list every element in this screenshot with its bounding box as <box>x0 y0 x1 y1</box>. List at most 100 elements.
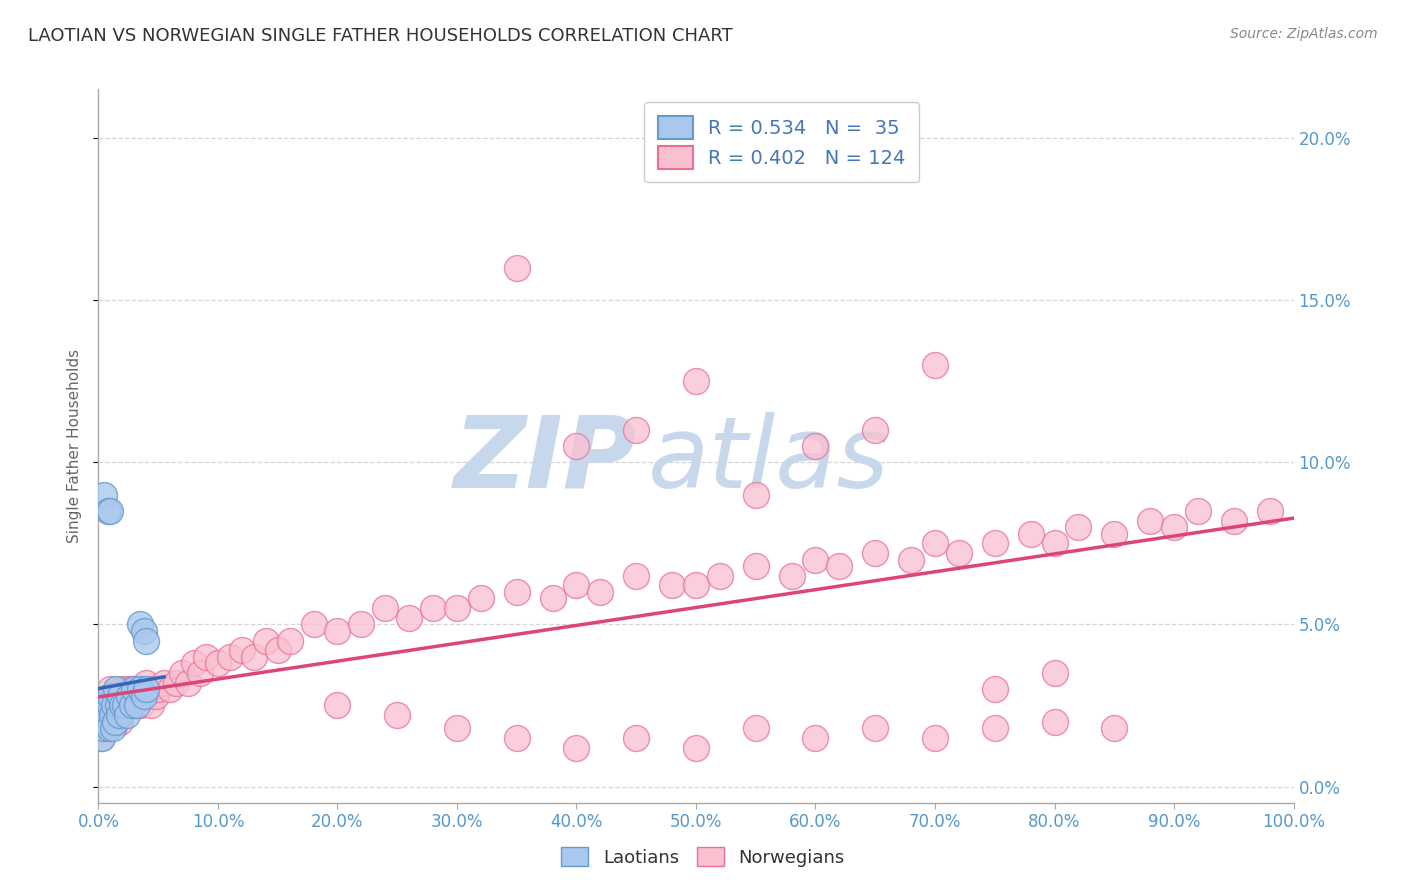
Point <box>125 689 148 703</box>
Point <box>91 721 114 735</box>
Point <box>108 714 131 729</box>
Point <box>107 698 129 713</box>
Point <box>984 721 1007 735</box>
Point <box>96 714 118 729</box>
Point <box>93 714 115 729</box>
Point <box>138 689 160 703</box>
Point <box>900 552 922 566</box>
Point <box>96 698 118 713</box>
Point <box>107 708 129 723</box>
Point <box>94 721 117 735</box>
Point <box>128 682 150 697</box>
Point <box>115 689 138 703</box>
Y-axis label: Single Father Households: Single Father Households <box>67 349 83 543</box>
Point <box>100 708 122 723</box>
Point <box>385 708 409 723</box>
Point <box>1019 526 1042 541</box>
Point <box>108 689 131 703</box>
Text: Source: ZipAtlas.com: Source: ZipAtlas.com <box>1230 27 1378 41</box>
Point <box>121 682 143 697</box>
Point <box>98 714 121 729</box>
Point <box>107 708 129 723</box>
Point <box>115 708 138 723</box>
Point <box>98 504 122 518</box>
Point <box>94 708 117 723</box>
Point <box>984 682 1007 697</box>
Point <box>828 559 851 574</box>
Point <box>863 546 887 560</box>
Point <box>1187 504 1209 518</box>
Point <box>118 689 141 703</box>
Point <box>924 536 946 550</box>
Point <box>506 585 529 599</box>
Point <box>129 617 152 632</box>
Point <box>506 260 529 275</box>
Point <box>350 617 373 632</box>
Point <box>267 643 290 657</box>
Point <box>326 698 349 713</box>
Point <box>231 643 253 657</box>
Point <box>98 698 122 713</box>
Point <box>1067 520 1090 534</box>
Point <box>101 698 124 713</box>
Point <box>97 708 120 723</box>
Point <box>114 698 136 713</box>
Point <box>254 633 277 648</box>
Point <box>924 358 946 372</box>
Point <box>446 601 468 615</box>
Point <box>103 698 125 713</box>
Point <box>90 731 112 745</box>
Text: atlas: atlas <box>648 412 890 508</box>
Point <box>132 689 155 703</box>
Point <box>984 536 1007 550</box>
Point <box>115 698 138 713</box>
Point <box>1043 536 1066 550</box>
Point <box>105 714 128 729</box>
Point <box>94 708 117 723</box>
Point <box>863 423 887 437</box>
Point <box>111 682 134 697</box>
Point <box>105 682 128 697</box>
Point <box>103 689 125 703</box>
Point <box>93 698 115 713</box>
Point <box>470 591 492 606</box>
Point <box>112 698 135 713</box>
Point <box>1043 714 1066 729</box>
Point <box>118 689 141 703</box>
Point <box>661 578 683 592</box>
Point <box>117 682 139 697</box>
Point <box>103 708 125 723</box>
Point <box>374 601 396 615</box>
Point <box>91 731 114 745</box>
Point <box>107 698 129 713</box>
Legend: R = 0.534   N =  35, R = 0.402   N = 124: R = 0.534 N = 35, R = 0.402 N = 124 <box>644 103 920 182</box>
Point <box>96 714 118 729</box>
Point <box>110 708 132 723</box>
Point <box>780 568 803 582</box>
Point <box>104 698 127 713</box>
Point <box>159 682 181 697</box>
Point <box>105 698 128 713</box>
Point <box>132 624 155 638</box>
Point <box>96 698 118 713</box>
Point <box>142 682 165 697</box>
Point <box>589 585 612 599</box>
Point <box>108 698 131 713</box>
Text: ZIP: ZIP <box>453 412 637 508</box>
Point <box>207 657 229 671</box>
Point <box>98 698 122 713</box>
Point <box>1222 514 1246 528</box>
Point <box>626 568 648 582</box>
Point <box>1139 514 1161 528</box>
Point <box>148 682 170 697</box>
Point <box>153 675 176 690</box>
Point <box>188 666 211 681</box>
Point <box>100 708 122 723</box>
Point <box>183 657 205 671</box>
Point <box>131 698 153 713</box>
Point <box>398 611 420 625</box>
Point <box>135 675 157 690</box>
Point <box>1102 721 1125 735</box>
Point <box>1258 504 1281 518</box>
Point <box>804 731 827 745</box>
